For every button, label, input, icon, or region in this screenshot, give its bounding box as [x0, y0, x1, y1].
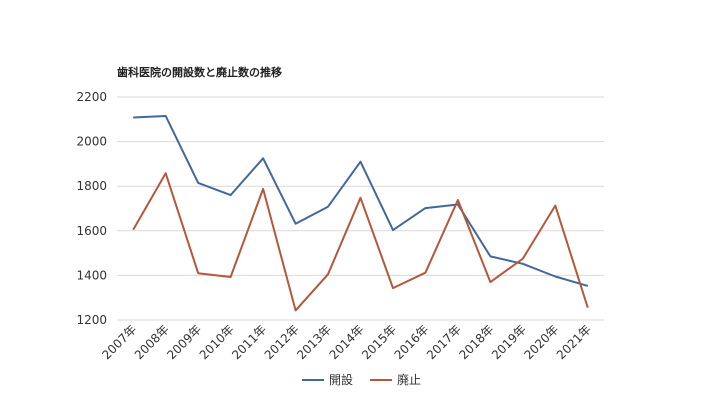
y-axis-ticks: 1200 1400 1600 1800 2000 2200	[76, 90, 107, 327]
series-line-1	[133, 115, 589, 287]
x-tick-label: 2012年	[262, 322, 302, 362]
y-tick-label: 1600	[76, 224, 107, 238]
y-tick-label: 2200	[76, 90, 107, 104]
x-tick-label: 2017年	[424, 322, 464, 362]
gridlines	[117, 96, 604, 321]
y-tick-label: 2000	[76, 135, 107, 149]
series-lines	[132, 115, 589, 312]
chart-title: 歯科医院の開設数と廃止数の推移	[117, 65, 282, 79]
x-tick-label: 2018年	[457, 322, 497, 362]
x-tick-label: 2013年	[294, 322, 334, 362]
x-tick-label: 2016年	[392, 322, 432, 362]
legend-label: 開設	[329, 372, 353, 387]
y-tick-label: 1200	[76, 313, 107, 327]
x-tick-label: 2011年	[229, 322, 269, 362]
x-tick-label: 2020年	[521, 322, 561, 362]
x-tick-label: 2010年	[197, 322, 237, 362]
x-tick-label: 2015年	[359, 322, 399, 362]
x-tick-label: 2014年	[327, 322, 367, 362]
x-tick-label: 2021年	[554, 322, 594, 362]
y-tick-label: 1400	[76, 268, 107, 282]
legend: 開設 廃止	[302, 372, 421, 387]
x-tick-label: 2007年	[99, 322, 139, 362]
x-axis-ticks: 2007年2008年2009年2010年2011年2012年2013年2014年…	[99, 322, 594, 362]
legend-label: 廃止	[397, 372, 421, 387]
x-tick-label: 2008年	[132, 322, 172, 362]
x-tick-label: 2009年	[164, 322, 204, 362]
y-tick-label: 1800	[76, 179, 107, 193]
x-tick-label: 2019年	[489, 322, 529, 362]
series-line-2	[132, 172, 589, 312]
